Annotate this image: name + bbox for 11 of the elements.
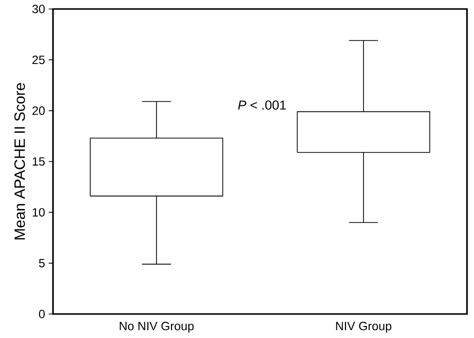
- y-tick-label: 5: [39, 258, 45, 268]
- x-tick-label: No NIV Group: [120, 322, 194, 333]
- y-tick-label: 20: [32, 106, 45, 115]
- y-axis-title: Mean APACHE II Score: [14, 83, 25, 240]
- annotation: P < .001: [238, 100, 286, 110]
- y-tick-label: 30: [32, 4, 45, 14]
- y-tick-label: 0: [38, 310, 45, 318]
- y-tick-label: 15: [32, 157, 45, 166]
- x-tick-label: NIV Group: [336, 322, 392, 333]
- y-tick-label: 25: [32, 56, 45, 64]
- y-tick-label: 10: [32, 208, 45, 217]
